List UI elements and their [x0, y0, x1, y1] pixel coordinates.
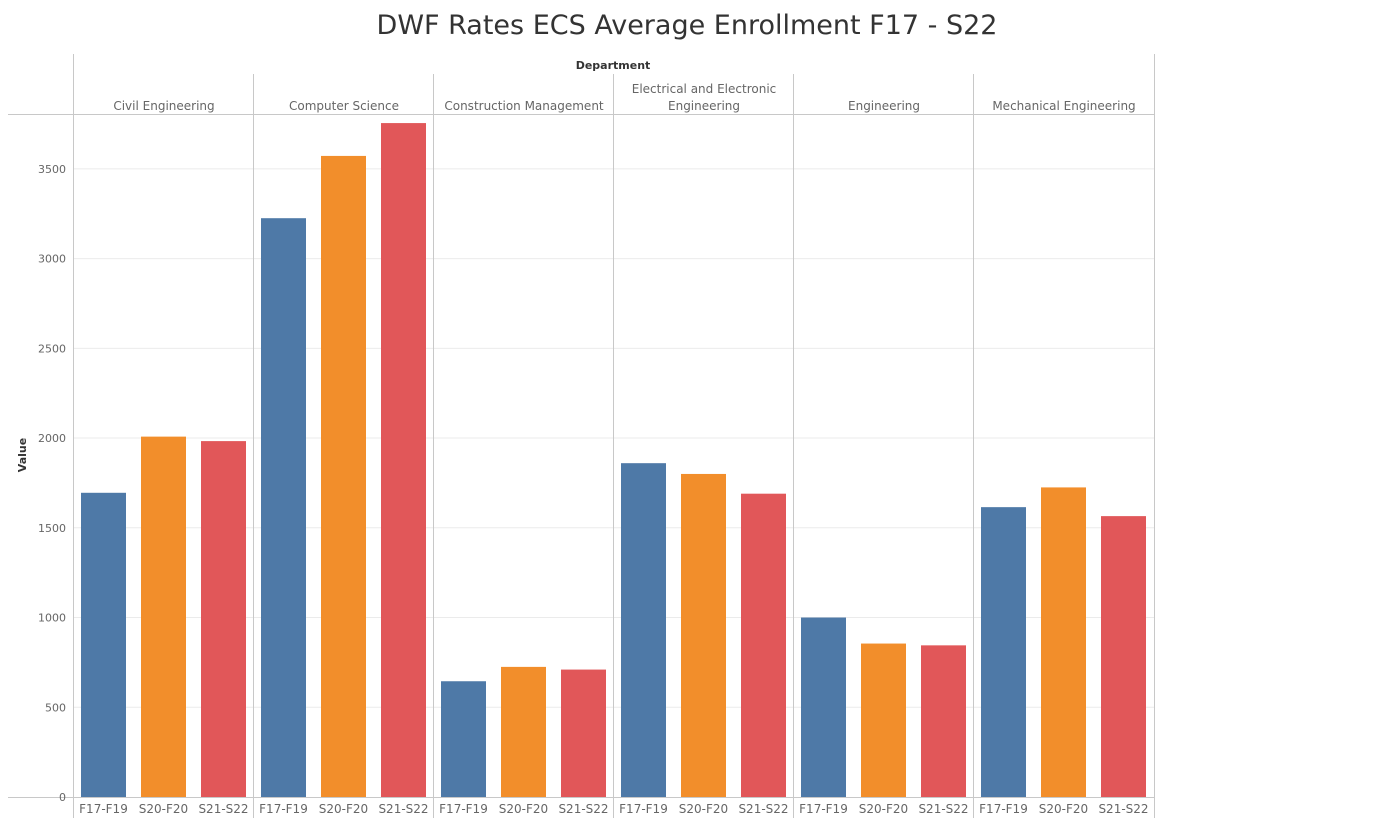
bars [81, 123, 1146, 798]
y-tick-label: 3500 [38, 163, 66, 176]
bar-s21-s22 [201, 441, 246, 797]
x-tick-label: F17-F19 [979, 802, 1028, 816]
department-header: Mechanical Engineering [992, 99, 1135, 113]
y-tick-label: 0 [59, 791, 66, 804]
bar-s21-s22 [561, 669, 606, 797]
x-tick-label: S20-F20 [679, 802, 728, 816]
bar-s20-f20 [501, 666, 546, 797]
pane-dividers [8, 54, 1155, 818]
x-tick-label: S21-S22 [1098, 802, 1148, 816]
bar-f17-f19 [261, 218, 306, 797]
x-tick-label: S20-F20 [499, 802, 548, 816]
bar-f17-f19 [801, 617, 846, 797]
x-tick-label: S20-F20 [319, 802, 368, 816]
x-tick-label: F17-F19 [259, 802, 308, 816]
department-header: Computer Science [289, 99, 399, 113]
bar-s21-s22 [741, 493, 786, 797]
x-tick-label: S21-S22 [558, 802, 608, 816]
x-tick-label: S21-S22 [198, 802, 248, 816]
y-axis-ticks: 0 500 1000 1500 2000 2500 3000 3500 [38, 163, 66, 804]
x-axis-ticks: F17-F19 S20-F20 S21-S22 F17-F19 S20-F20 S21-S… [79, 802, 1148, 816]
bar-s20-f20 [681, 473, 726, 797]
bar-s20-f20 [1041, 487, 1086, 797]
bar-f17-f19 [81, 492, 126, 797]
bar-s20-f20 [861, 643, 906, 797]
y-tick-label: 2500 [38, 342, 66, 355]
y-tick-label: 1000 [38, 612, 66, 625]
department-header: Engineering [848, 99, 920, 113]
bar-f17-f19 [621, 463, 666, 797]
y-tick-label: 1500 [38, 522, 66, 535]
y-tick-label: 2000 [38, 432, 66, 445]
x-tick-label: S21-S22 [918, 802, 968, 816]
x-tick-label: S21-S22 [738, 802, 788, 816]
bar-f17-f19 [441, 681, 486, 797]
bar-s21-s22 [921, 645, 966, 797]
department-header: Civil Engineering [113, 99, 214, 113]
x-tick-label: F17-F19 [439, 802, 488, 816]
y-tick-label: 3000 [38, 253, 66, 266]
bar-s21-s22 [381, 123, 426, 798]
department-header: Construction Management [444, 99, 604, 113]
x-tick-label: S20-F20 [139, 802, 188, 816]
y-axis-label: Value [16, 438, 29, 472]
y-tick-label: 500 [45, 701, 66, 714]
bar-s20-f20 [321, 155, 366, 798]
bar-s21-s22 [1101, 516, 1146, 797]
x-tick-label: S20-F20 [859, 802, 908, 816]
chart-title: DWF Rates ECS Average Enrollment F17 - S… [376, 10, 998, 41]
x-tick-label: F17-F19 [799, 802, 848, 816]
x-tick-label: S20-F20 [1039, 802, 1088, 816]
x-tick-label: F17-F19 [619, 802, 668, 816]
department-header: Electrical and Electronic Engineering [632, 82, 777, 113]
bar-s20-f20 [141, 436, 186, 797]
x-tick-label: S21-S22 [378, 802, 428, 816]
column-header: Department [576, 59, 651, 72]
department-headers: Civil Engineering Computer Science Constru… [113, 82, 1135, 113]
x-tick-label: F17-F19 [79, 802, 128, 816]
bar-f17-f19 [981, 507, 1026, 797]
